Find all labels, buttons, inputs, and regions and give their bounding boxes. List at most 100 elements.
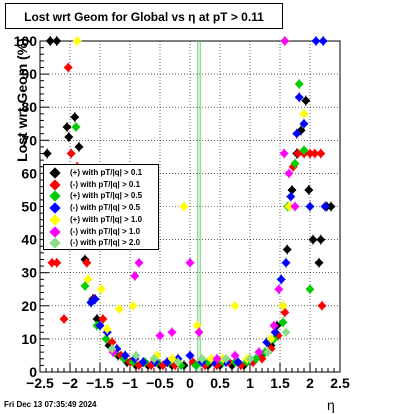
data-point [318,36,328,46]
data-point [263,347,273,358]
point-marker [314,258,324,268]
data-point [52,36,62,46]
tick-labels: −2.5 −2 −1.5 −1 −0.5 0 0.5 1 1.5 2 2.5 0 10 20 30 40 50 6… [14,33,350,391]
legend-marker [49,190,61,203]
data-point [257,353,267,364]
point-marker [191,360,201,370]
point-marker [194,327,204,337]
y-axis-label: Lost wrt Geom (%) [14,38,30,162]
data-point [212,353,222,364]
point-marker [155,331,165,341]
point-marker [317,301,327,311]
point-marker [95,321,105,331]
legend-label: (-) with pT/|q| > 0.1 [70,179,141,189]
point-marker [173,357,183,367]
data-point [230,300,240,311]
point-marker [281,327,291,337]
point-marker [230,350,240,360]
point-marker [179,202,189,211]
data-point [95,320,105,331]
point-marker [310,149,320,159]
point-marker [52,258,62,268]
point-marker [279,149,289,159]
point-marker [233,357,243,367]
point-marker [316,235,326,245]
point-marker [185,350,195,360]
y-tick-label: 30 [21,265,37,281]
point-marker [101,334,111,344]
legend-entry: (-) with pT/|q| > 0.5 [44,202,158,214]
central-band [197,41,201,372]
x-tick-label: −0.5 [146,375,174,391]
legend-marker [49,225,61,238]
data-point [279,148,289,159]
data-point [185,350,195,361]
data-point [185,257,195,268]
point-marker [114,304,124,314]
point-marker [294,92,304,102]
legend-label: (+) with pT/|q| > 0.5 [70,191,143,201]
point-marker [92,314,102,324]
point-marker [276,274,286,284]
y-tick-label: 100 [14,33,38,49]
point-marker [167,354,177,364]
data-point [71,122,81,133]
y-tick-label: 10 [21,331,37,347]
point-marker [90,294,100,304]
point-marker [305,202,315,211]
data-point [82,257,92,268]
chart-title: Lost wrt Geom for Global vs η at pT > 0.… [5,3,283,29]
x-tick-label: 0.5 [210,375,230,391]
point-marker [197,354,207,364]
data-point [278,317,288,328]
point-marker [270,327,280,337]
point-marker [71,122,81,132]
data-point [134,257,144,268]
legend-marker [49,179,61,191]
data-point [281,257,291,268]
data-point [290,158,300,169]
point-marker [167,327,177,337]
point-marker [98,314,108,324]
point-marker [311,36,321,46]
point-marker [254,347,264,357]
point-marker [308,235,318,245]
point-marker [47,258,57,268]
point-marker [290,158,300,168]
data-point [74,141,84,152]
point-marker [120,350,130,360]
legend-marker [49,214,61,226]
point-marker [59,314,69,324]
legend-marker [49,237,61,249]
data-point [305,201,315,212]
point-marker [138,357,148,367]
point-marker [293,149,303,159]
data-point [167,327,177,338]
point-marker [62,122,72,132]
data-points [42,36,336,371]
point-marker [316,149,326,159]
point-marker [299,119,309,129]
point-marker [107,337,117,347]
point-marker [301,96,311,106]
data-point [233,357,243,368]
point-marker [128,301,138,311]
x-tick-label: −1.5 [86,375,114,391]
point-marker [286,192,296,202]
y-tick-label: 20 [21,298,37,314]
data-point [98,314,108,325]
point-marker [287,185,297,195]
point-marker [52,36,62,46]
point-marker [245,354,255,364]
data-point [120,350,130,361]
data-point [276,274,286,285]
data-point [305,284,315,295]
data-point [284,201,294,212]
point-marker [257,354,267,364]
data-point [114,304,124,315]
point-marker [305,284,315,294]
point-marker [292,129,302,139]
data-point [269,320,279,331]
legend-entry: (+) with pT/|q| > 0.1 [44,167,158,179]
point-marker [281,258,291,268]
